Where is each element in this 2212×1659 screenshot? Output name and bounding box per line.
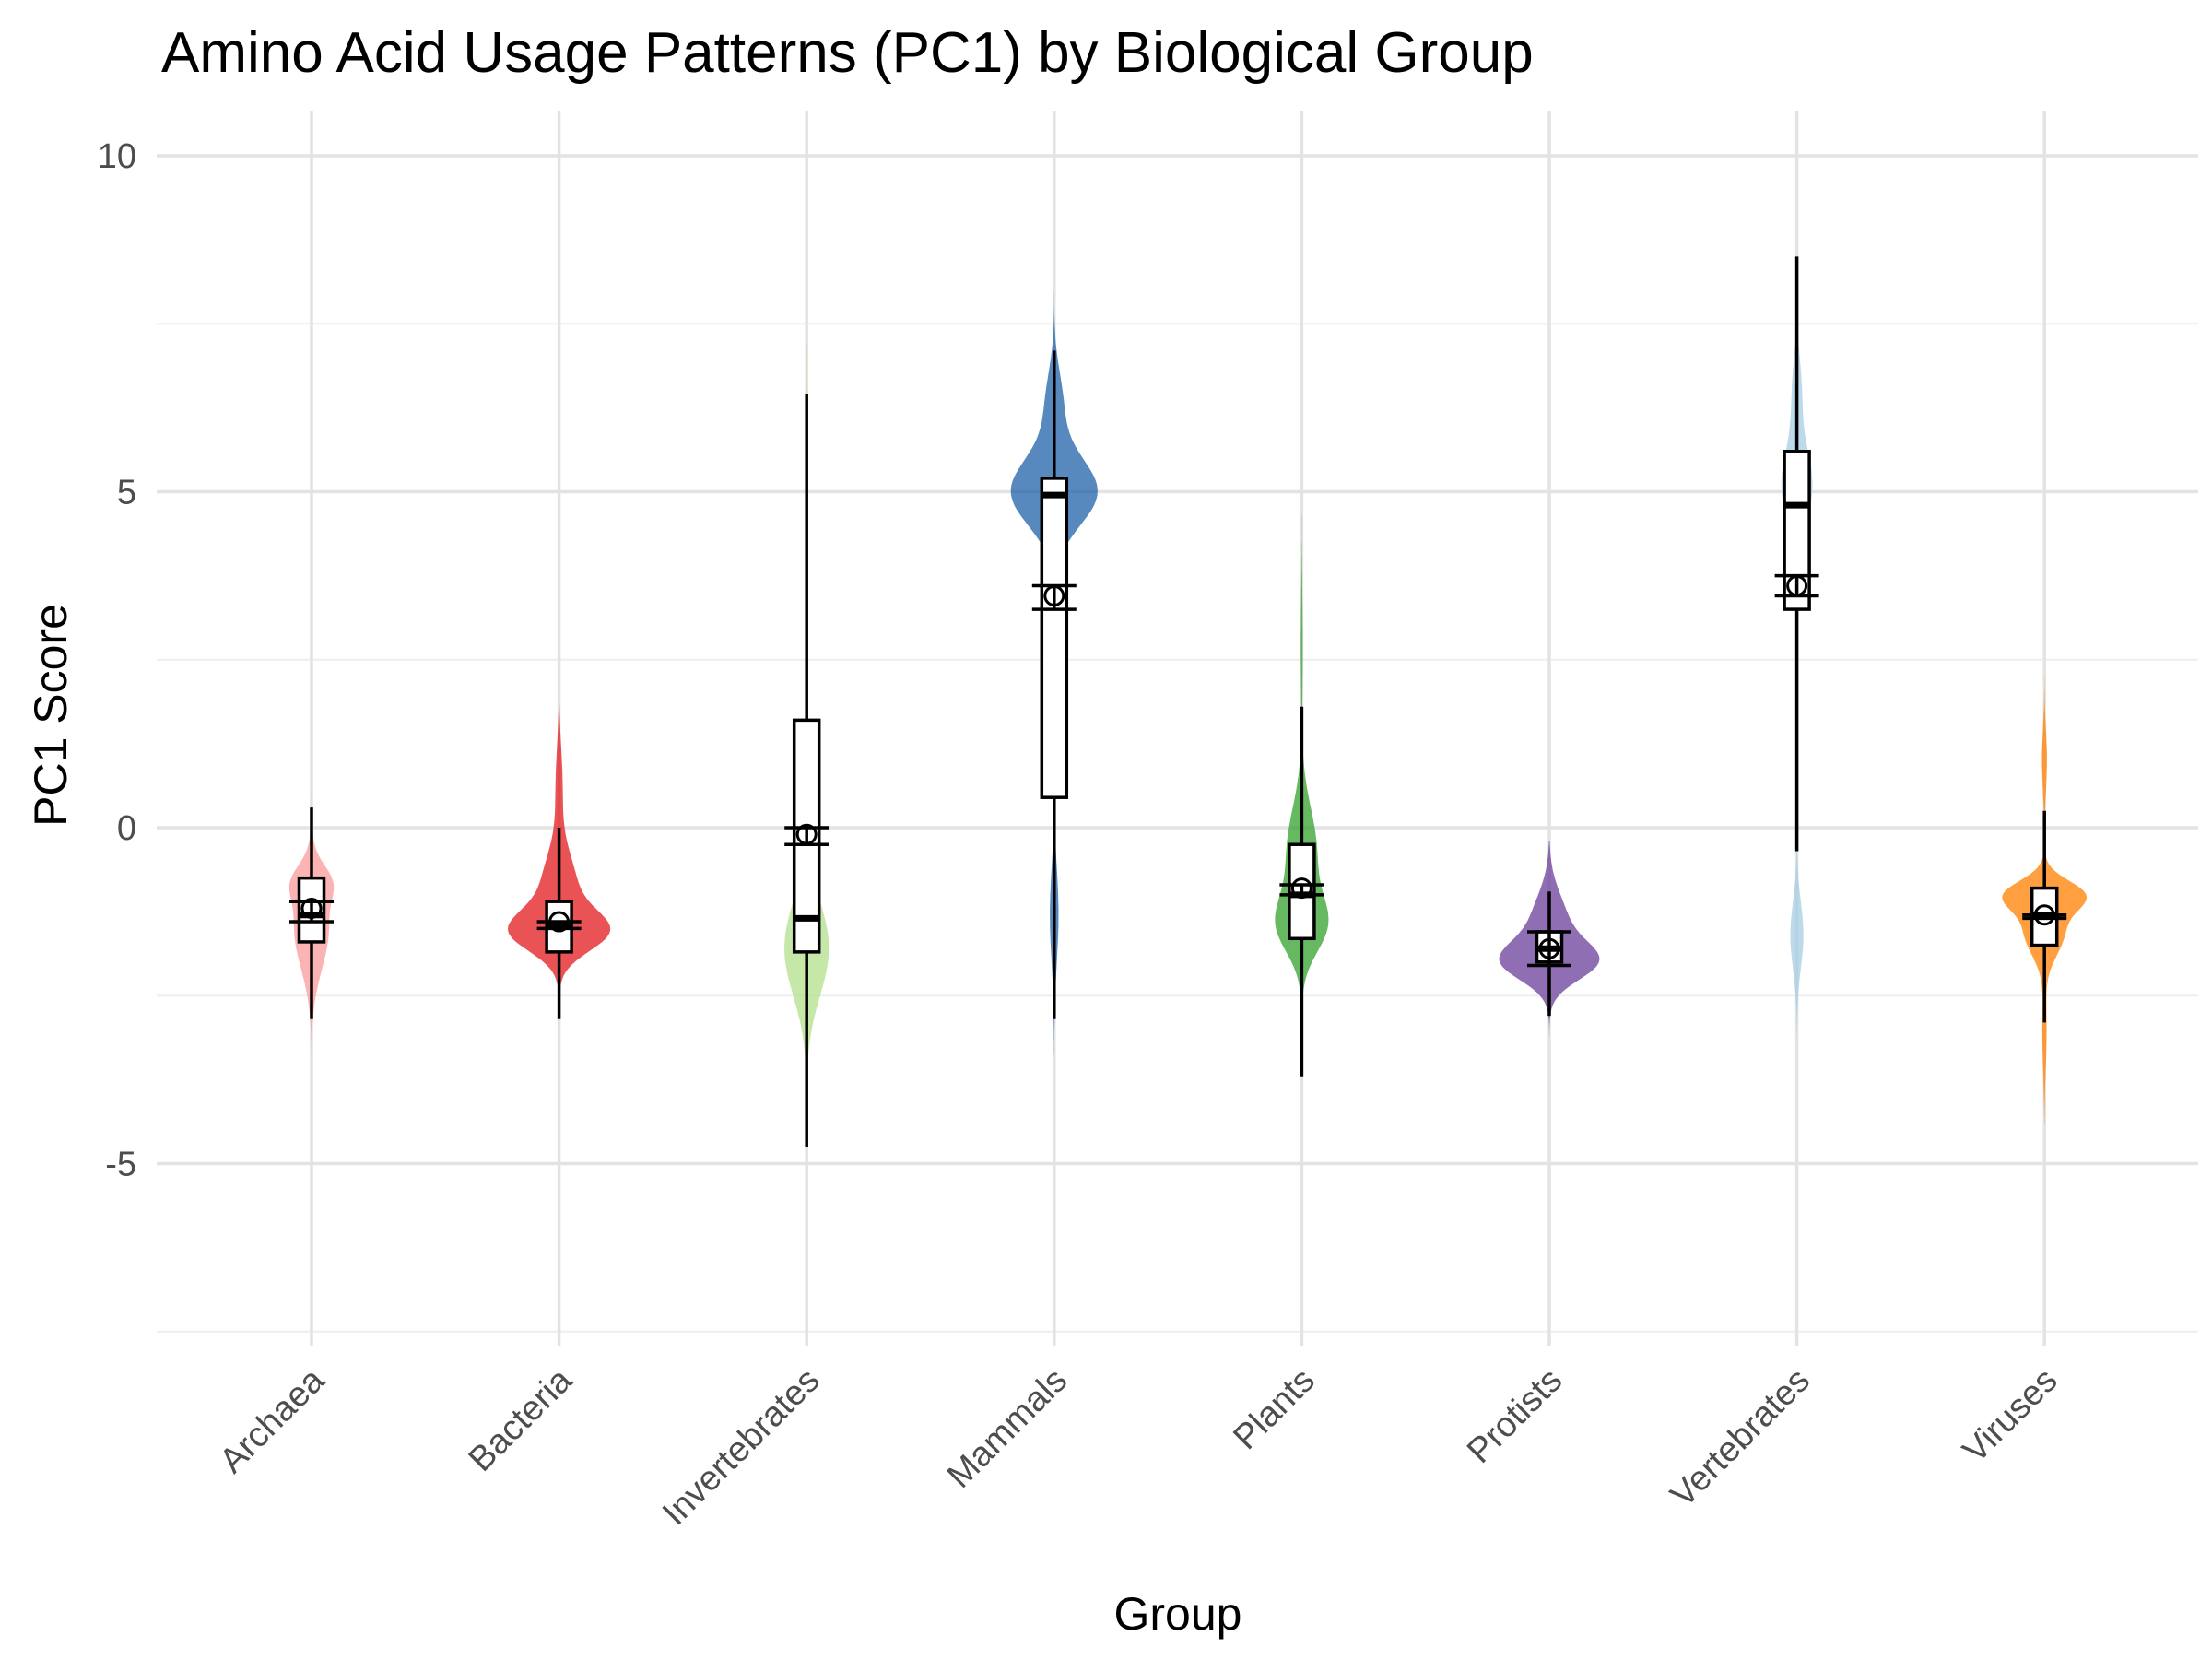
y-tick-label: -5 <box>105 1146 136 1184</box>
x-tick-label: Plants <box>1226 1361 1322 1457</box>
y-tick-label: 0 <box>117 809 136 848</box>
boxplot-vertebrates <box>1774 256 1819 852</box>
x-tick-label: Protists <box>1460 1361 1570 1471</box>
mean-point <box>548 911 571 933</box>
boxplot-plants <box>1279 706 1324 1077</box>
mean-point <box>1786 575 1808 597</box>
x-tick-label: Viruses <box>1956 1361 2065 1471</box>
mean-point <box>1538 937 1560 959</box>
mean-point <box>1290 877 1312 900</box>
grid-lines <box>157 111 2198 1346</box>
boxplot-protists <box>1527 891 1571 1017</box>
y-tick-labels: -5 0 5 10 <box>98 137 136 1184</box>
mean-point <box>2033 904 2055 926</box>
x-tick-label: Bacteria <box>462 1360 581 1479</box>
x-tick-label: Vertebrates <box>1664 1361 1818 1515</box>
boxplot-invertebrates <box>784 394 830 1147</box>
box-iqr <box>1040 477 1069 799</box>
violin-mammals <box>1010 269 1098 1111</box>
boxplot-viruses <box>2022 810 2067 1023</box>
boxplot-bacteria <box>536 828 582 1019</box>
mean-point <box>795 823 818 845</box>
x-tick-labels: Archaea Bacteria Invertebrates Mammals Plant… <box>213 1360 2065 1533</box>
boxplot-archaea <box>289 807 334 1019</box>
x-tick-label: Invertebrates <box>655 1361 828 1534</box>
y-tick-label: 10 <box>98 137 136 176</box>
mean-point <box>300 897 323 919</box>
mean-point <box>1043 584 1065 606</box>
boxplot-mammals <box>1031 350 1077 1019</box>
y-tick-label: 5 <box>117 474 136 512</box>
x-axis-title: Group <box>1114 1588 1242 1640</box>
box-plots <box>289 256 2067 1147</box>
chart-title: Amino Acid Usage Patterns (PC1) by Biolo… <box>161 21 1534 85</box>
y-axis-title: PC1 Score <box>25 604 76 827</box>
x-tick-label: Mammals <box>940 1361 1075 1496</box>
x-tick-label: Archaea <box>213 1360 333 1480</box>
